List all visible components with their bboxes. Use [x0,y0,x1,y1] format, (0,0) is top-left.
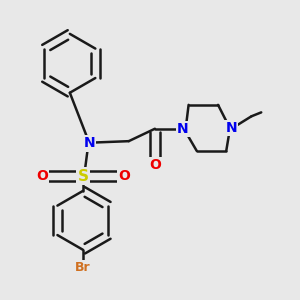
Text: N: N [84,136,95,151]
Text: O: O [36,169,48,183]
Text: N: N [225,121,237,135]
Text: Br: Br [75,261,91,274]
Text: S: S [77,169,88,184]
Text: N: N [177,122,188,136]
Text: O: O [118,169,130,183]
Text: O: O [149,158,161,172]
